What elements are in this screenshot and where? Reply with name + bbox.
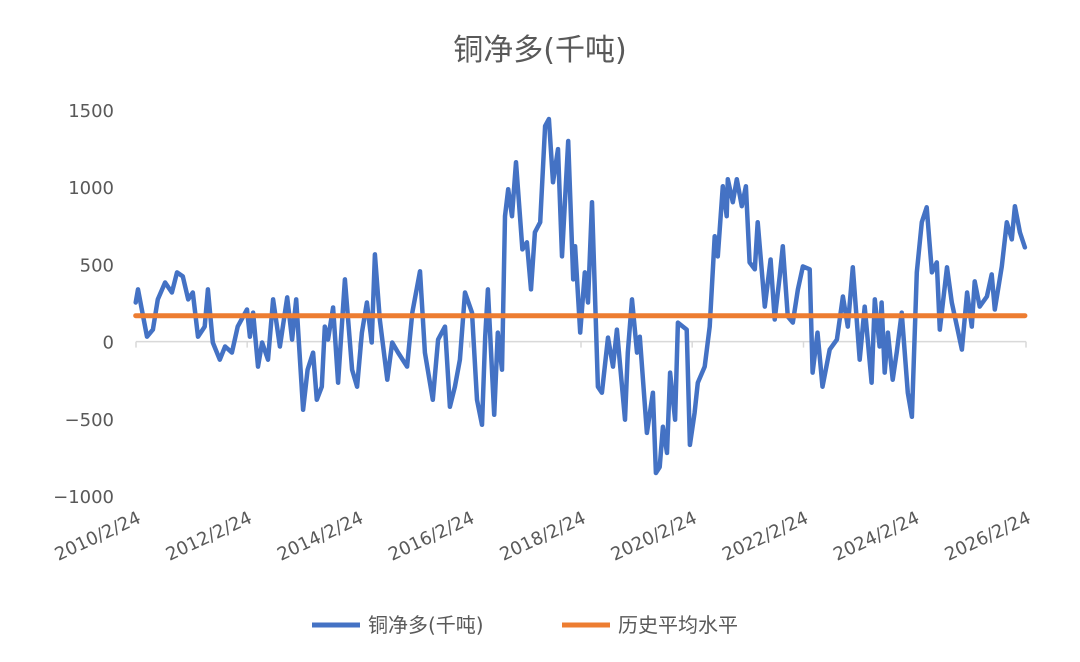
y-axis: 1500 1000 500 0 −500 −1000 [53, 101, 114, 508]
y-tick-label: 0 [103, 333, 114, 354]
x-tick-label: 2010/2/24 [52, 507, 145, 565]
legend: 铜净多(千吨) 历史平均水平 [312, 613, 738, 637]
chart-title: 铜净多(千吨) [453, 33, 626, 68]
x-tick-label: 2018/2/24 [497, 507, 590, 565]
y-tick-label: 1000 [68, 178, 114, 199]
y-tick-label: 1500 [68, 101, 114, 122]
x-tick-label: 2016/2/24 [385, 507, 478, 565]
x-tick-label: 2020/2/24 [608, 507, 701, 565]
y-tick-label: 500 [80, 255, 114, 276]
series-line-1 [133, 116, 1028, 476]
x-tick-label: 2026/2/24 [942, 507, 1035, 565]
y-tick-label: −500 [65, 410, 114, 431]
x-tick-label: 2014/2/24 [274, 507, 367, 565]
legend-label-series-2: 历史平均水平 [618, 613, 738, 637]
legend-label-series-1: 铜净多(千吨) [368, 613, 484, 637]
x-axis: 2010/2/24 2012/2/24 2014/2/24 2016/2/24 2018… [52, 340, 1035, 566]
x-tick-label: 2022/2/24 [719, 507, 812, 565]
plot-area [133, 116, 1028, 476]
y-tick-label: −1000 [53, 487, 114, 508]
x-tick-label: 2024/2/24 [830, 507, 923, 565]
x-tick-label: 2012/2/24 [163, 507, 256, 565]
